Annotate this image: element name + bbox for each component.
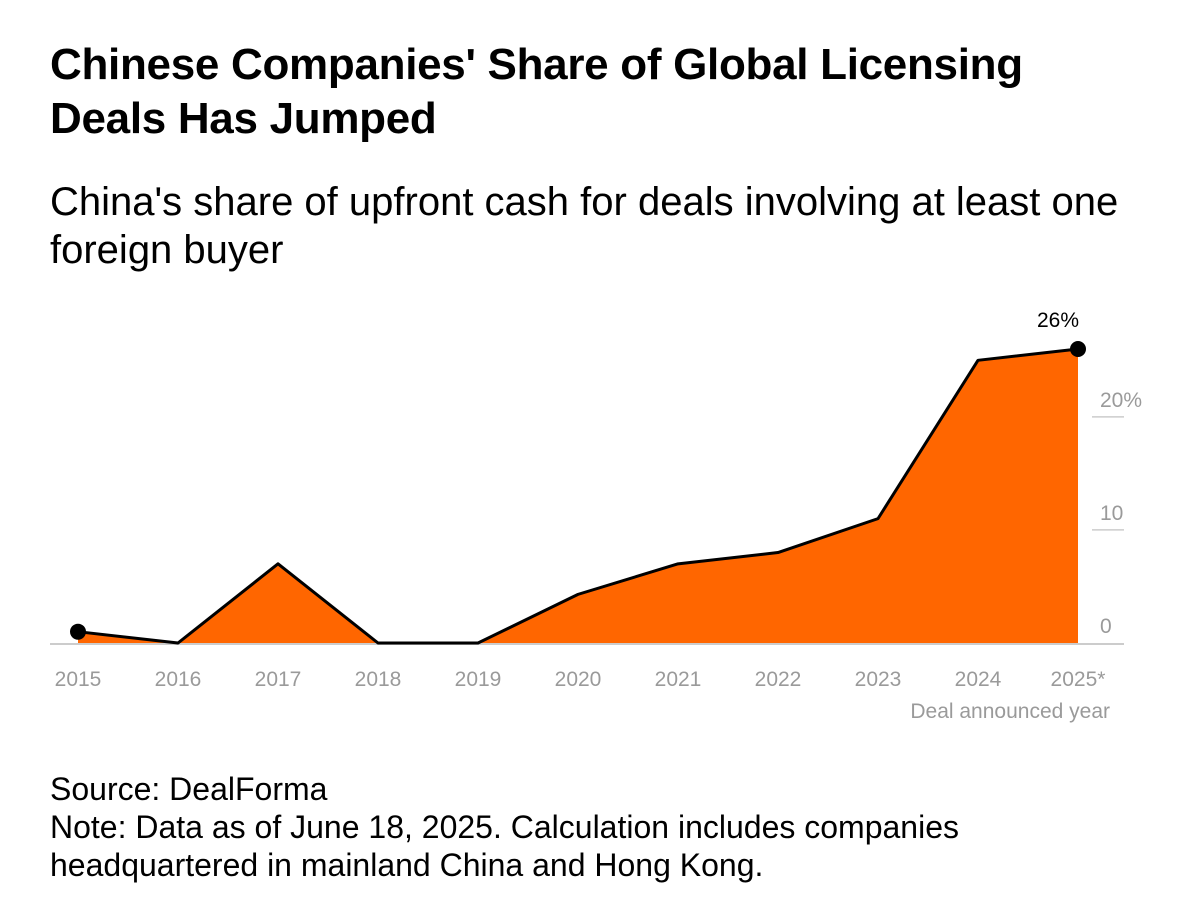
y-tick-label: 20% [1100, 389, 1142, 412]
marker-2025* [1070, 341, 1086, 357]
data-note: Note: Data as of June 18, 2025. Calculat… [50, 809, 959, 883]
x-tick-label: 2020 [555, 668, 602, 691]
series-line [77, 347, 1079, 645]
x-axis: 2015 2016 2017 2018 2019 2020 2021 2022 2023 2024… [55, 668, 1106, 691]
series-area [78, 349, 1078, 643]
y-tick-label: 0 [1100, 615, 1112, 638]
marker-2015 [70, 623, 86, 640]
data-label-2025*: 26% [1037, 309, 1079, 332]
x-axis-title: Deal announced year [910, 700, 1110, 723]
footer: Source: DealForma Note: Data as of June … [50, 770, 1170, 884]
chart-title: Chinese Companies' Share of Global Licen… [50, 40, 1023, 143]
x-tick-label: 2019 [455, 668, 502, 691]
x-tick-label: 2016 [155, 668, 202, 691]
x-tick-label: 2023 [855, 668, 902, 691]
plot-area: 26% [50, 309, 1124, 645]
source-note: Source: DealForma [50, 771, 328, 807]
x-tick-label: 2015 [55, 668, 102, 691]
x-tick-label: 2022 [755, 668, 802, 691]
x-tick-label: 2021 [655, 668, 702, 691]
x-tick-label: 2025* [1051, 668, 1106, 691]
x-tick-label: 2024 [955, 668, 1002, 691]
y-axis: 0 10 20% [1092, 389, 1142, 638]
x-tick-label: 2018 [355, 668, 402, 691]
x-tick-label: 2017 [255, 668, 302, 691]
y-tick-label: 10 [1100, 502, 1123, 525]
chart-subtitle: China's share of upfront cash for deals … [50, 180, 1119, 272]
